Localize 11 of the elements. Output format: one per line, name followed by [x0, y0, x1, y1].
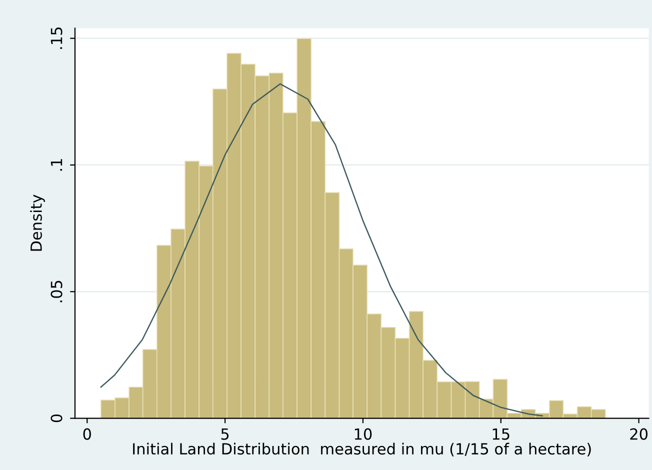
x-tick-label: 20: [630, 428, 648, 440]
y-axis-title: Density: [30, 194, 45, 251]
y-tick-label: .05: [50, 280, 62, 302]
x-tick-label: 15: [492, 428, 510, 440]
x-axis-title: Initial Land Distribution measured in mu (1/15 of a hectare): [133, 442, 591, 456]
x-tick-label: 0: [83, 428, 91, 440]
y-tick-label: .15: [50, 28, 62, 49]
x-tick-label: 10: [354, 428, 372, 440]
y-tick-label: .1: [50, 159, 62, 171]
x-tick-label: 5: [221, 428, 229, 440]
y-tick-label: 0: [50, 414, 62, 422]
